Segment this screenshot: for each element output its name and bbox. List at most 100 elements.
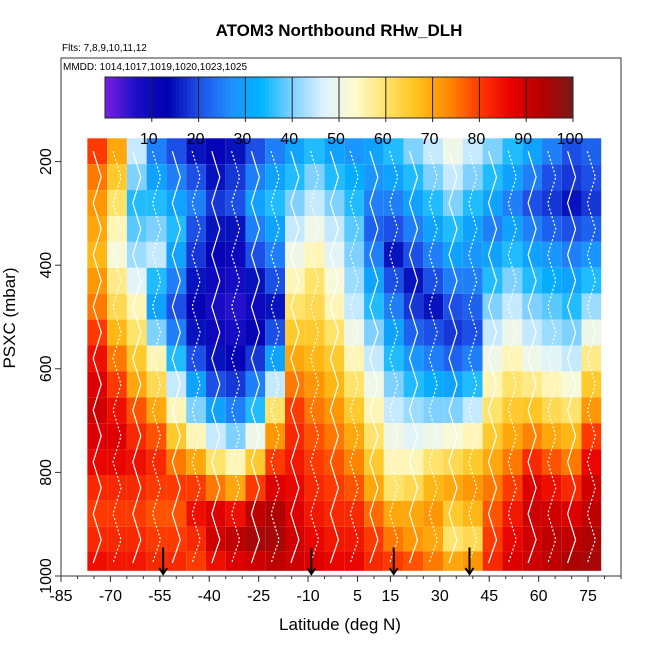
heatmap-cell (225, 138, 246, 165)
heatmap-cell (87, 138, 108, 165)
colorbar-tick-label: 20 (187, 131, 205, 148)
heatmap-cell (344, 138, 365, 165)
heatmap-cell (285, 397, 305, 424)
x-axis-label: Latitude (deg N) (279, 615, 401, 634)
heatmap-cell (87, 241, 108, 268)
heatmap-cell (87, 449, 108, 475)
heatmap-cell (166, 319, 187, 346)
heatmap-cell (285, 190, 305, 216)
colorbar-segment (366, 77, 371, 118)
latitude-arrow-head (388, 567, 399, 576)
heatmap-cell (265, 500, 285, 527)
heatmap-cell (364, 241, 384, 268)
heatmap-cell (502, 449, 523, 475)
heatmap-cell (364, 138, 384, 165)
heatmap-cell (522, 138, 542, 165)
heatmap-cell (482, 345, 503, 372)
colorbar-segment (222, 77, 227, 118)
colorbar-segment (463, 77, 469, 118)
colorbar-segment (502, 77, 508, 118)
heatmap-cell (561, 474, 582, 501)
heatmap-cell (304, 500, 325, 527)
heatmap-cell (482, 474, 503, 501)
heatmap-cell (107, 371, 127, 398)
colorbar-tick-label: 10 (140, 131, 158, 148)
colorbar-segment (444, 77, 449, 118)
heatmap-cell (126, 241, 147, 268)
colorbar-segment (136, 77, 141, 118)
heatmap-cell (403, 215, 424, 242)
heatmap-cell (225, 345, 246, 372)
colorbar-segment (385, 77, 391, 118)
heatmap-cell (541, 423, 562, 450)
heatmap-cell (126, 215, 147, 242)
colorbar-tick-label: 80 (468, 131, 486, 148)
colorbar-segment (428, 77, 433, 118)
x-tick-label: -10 (296, 588, 319, 605)
heatmap-cell (225, 551, 246, 571)
heatmap-cell (107, 423, 127, 450)
colorbar-segment (331, 77, 336, 118)
heatmap-cell (423, 164, 444, 191)
heatmap-cell (364, 397, 384, 424)
colorbar-segment (147, 77, 153, 118)
heatmap-cell (304, 215, 325, 242)
heatmap-cell (245, 267, 266, 294)
heatmap-cell (126, 423, 147, 450)
heatmap-cell (364, 449, 384, 475)
colorbar-segment (335, 77, 340, 118)
heatmap-cell (126, 397, 147, 424)
colorbar-segment (159, 77, 164, 118)
colorbar-segment (475, 77, 480, 118)
heatmap-cell (304, 423, 325, 450)
heatmap-cell (225, 267, 246, 294)
heatmap-cell (403, 474, 424, 501)
heatmap-cell (265, 319, 285, 346)
heatmap-cell (383, 371, 404, 398)
heatmap-cell (581, 449, 602, 475)
heatmap-cell (383, 526, 404, 552)
heatmap-cell (443, 423, 463, 450)
heatmap-cell (324, 423, 345, 450)
heatmap-cell (186, 190, 206, 216)
heatmap-cell (304, 138, 325, 165)
heatmap-cell (462, 500, 483, 527)
colorbar-segment (280, 77, 285, 118)
colorbar-segment (436, 77, 441, 118)
heatmap-cell (285, 138, 305, 165)
profile-trace (448, 151, 458, 564)
colorbar-segment (510, 77, 515, 118)
heatmap-cell (324, 500, 345, 527)
colorbar-segment (151, 77, 157, 118)
heatmap-cell (146, 319, 167, 346)
heatmap-cell (265, 267, 285, 294)
heatmap-cell (581, 397, 602, 424)
heatmap-cell (186, 241, 206, 268)
heatmap-cell (581, 215, 602, 242)
heatmap-cell (265, 138, 285, 165)
heatmap-cell (324, 215, 345, 242)
colorbar-segment (179, 77, 184, 118)
heatmap-cell (166, 397, 187, 424)
heatmap-cell (87, 319, 108, 346)
colorbar-segment (432, 77, 437, 118)
colorbar-tick-label: 90 (514, 131, 532, 148)
heatmap-cell (462, 449, 483, 475)
heatmap-cell (482, 164, 503, 191)
profile-trace (468, 151, 478, 564)
profile-trace (211, 151, 221, 564)
heatmap-cell (245, 319, 266, 346)
heatmap-cell (561, 500, 582, 527)
heatmap-cell (522, 551, 542, 571)
heatmap-cell (285, 267, 305, 294)
heatmap-cell (107, 345, 127, 372)
y-axis: 200 400 600 800 1000 (38, 148, 61, 594)
heatmap-cell (205, 267, 226, 294)
heatmap-cell (146, 397, 167, 424)
colorbar-segment (487, 77, 492, 118)
heatmap-cell (482, 551, 503, 571)
heatmap-cell (561, 371, 582, 398)
colorbar-tick-label: 30 (234, 131, 252, 148)
heatmap-cell (383, 215, 404, 242)
heatmap-cell (245, 474, 266, 501)
